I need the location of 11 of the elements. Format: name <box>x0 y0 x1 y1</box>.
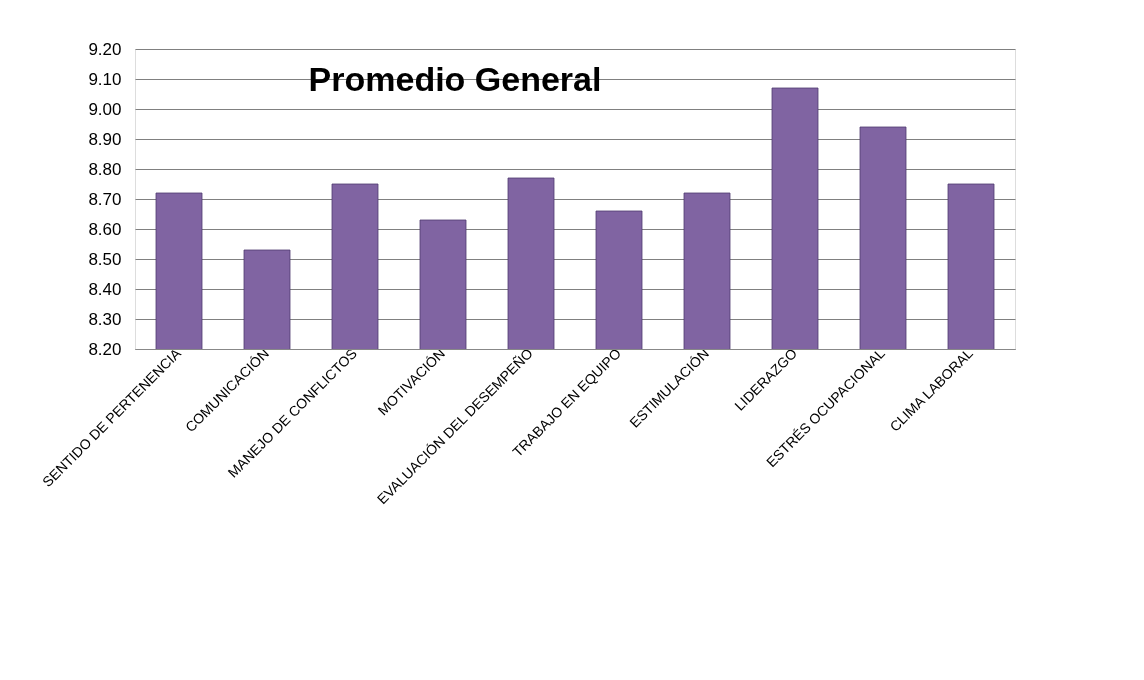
y-tick-label: 9.00 <box>88 99 122 119</box>
y-tick-label: 9.20 <box>88 39 122 59</box>
y-tick-label: 8.30 <box>88 309 122 329</box>
y-tick-label: 8.90 <box>88 129 122 149</box>
y-tick-label: 9.10 <box>88 69 122 89</box>
chart-title: Promedio General <box>308 60 602 98</box>
y-tick-label: 8.40 <box>88 279 122 299</box>
y-tick-label: 8.60 <box>88 219 122 239</box>
y-tick-label: 8.70 <box>88 189 122 209</box>
y-tick-label: 8.50 <box>88 249 122 269</box>
y-tick-label: 8.80 <box>88 159 122 179</box>
